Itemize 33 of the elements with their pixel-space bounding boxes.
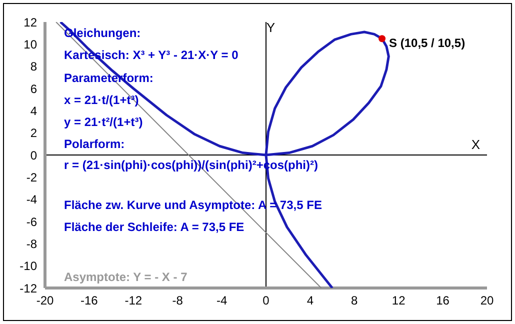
x-tick-label: -12 [124, 294, 142, 308]
y-tick-label: 2 [30, 126, 38, 140]
x-tick-label: -16 [80, 294, 98, 308]
x-tick-label: -8 [172, 294, 184, 308]
x-axis-title: X [471, 137, 480, 152]
y-tick-label: -12 [20, 281, 38, 296]
x-tick-label: 0 [262, 294, 270, 308]
y-tick-label: 8 [30, 60, 38, 74]
x-tick-label: -20 [36, 294, 54, 308]
annotation: y = 21·t²/(1+t³) [64, 115, 143, 129]
x-tick-label: 4 [306, 294, 314, 308]
annotation: S (10,5 / 10,5) [389, 36, 466, 50]
annotation: Polarform: [64, 137, 125, 151]
line-series [59, 22, 390, 288]
y-tick-label: -6 [26, 214, 38, 229]
x-tick-label: 8 [351, 294, 358, 308]
y-tick-label: -10 [20, 259, 38, 274]
y-tick-label: 0 [30, 148, 38, 162]
annotation: Asymptote: Y = - X - 7 [64, 270, 188, 284]
annotation: Fläche der Schleife: A = 73,5 FE [64, 220, 244, 234]
y-tick-label: -2 [26, 170, 38, 184]
y-tick-label: 4 [30, 104, 38, 118]
y-tick-label: 12 [24, 15, 38, 30]
x-tick-label: 20 [480, 294, 494, 308]
x-tick-label: 12 [392, 294, 406, 308]
x-tick-label: 16 [436, 294, 450, 308]
x-tick-label: -4 [216, 294, 228, 308]
y-tick-label: -4 [26, 192, 38, 207]
annotation: x = 21·t/(1+t³) [64, 93, 139, 107]
y-tick-label: 10 [24, 37, 38, 52]
y-tick-label: 6 [30, 82, 38, 96]
y-axis-title: Y [266, 20, 276, 36]
y-tick-label: -8 [26, 236, 38, 251]
